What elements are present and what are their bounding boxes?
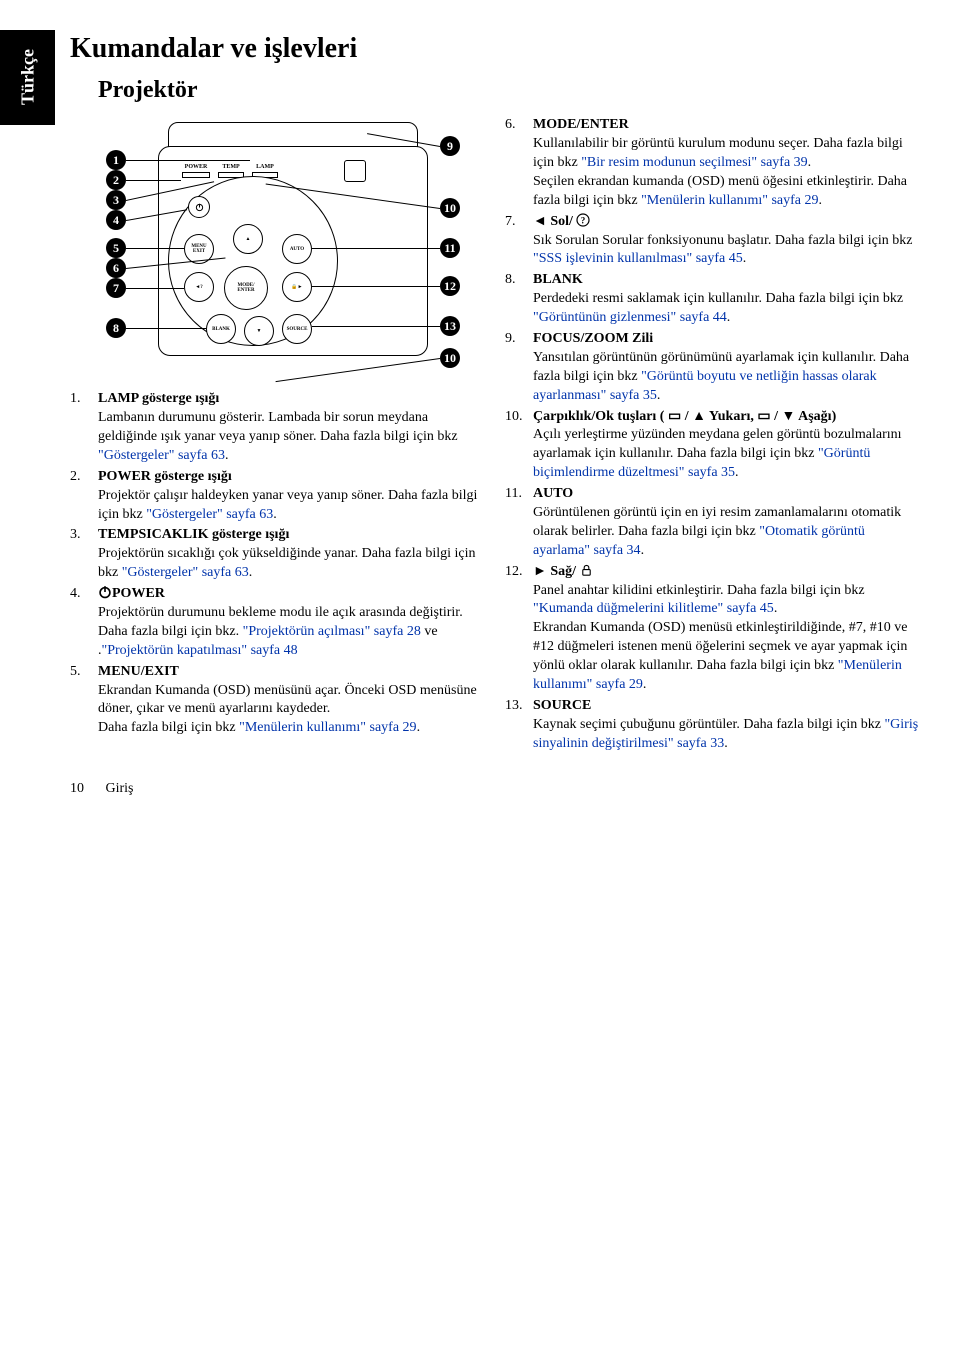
list-number: 6. [505,116,533,210]
list-body: FOCUS/ZOOM ZiliYansıtılan görüntünün gör… [533,330,920,406]
diagram-up-button: ▲ [233,224,263,254]
list-number: 5. [70,663,98,739]
projector-diagram: POWER TEMP LAMP MENU EXIT ▲ AUTO ◄? [98,116,485,376]
indicator-lamp-label: LAMP [252,162,278,170]
doc-link: "Görüntünün gizlenmesi" sayfa 44 [533,310,727,325]
page-footer: 10 Giriş [70,780,920,799]
list-body: LAMP gösterge ışığıLambanın durumunu gös… [98,390,485,466]
list-item: 13.SOURCEKaynak seçimi çubuğunu görüntül… [505,697,920,754]
list-number: 12. [505,563,533,695]
list-item: 6.MODE/ENTERKullanılabilir bir görüntü k… [505,116,920,210]
page-number: 10 [70,781,84,796]
list-item: 3.TEMPSICAKLIK gösterge ışığıProjektörün… [70,526,485,583]
doc-link: "Göstergeler" sayfa 63 [98,448,225,463]
list-number: 9. [505,330,533,406]
list-body: TEMPSICAKLIK gösterge ışığıProjektörün s… [98,526,485,583]
doc-link: "Görüntü boyutu ve netliğin hassas olara… [533,369,877,403]
callout-10a: 10 [440,198,460,218]
list-item: 2.POWER gösterge ışığıProjektör çalışır … [70,468,485,525]
doc-link: "Giriş sinyalinin değiştirilmesi" sayfa … [533,717,918,751]
doc-link: "Bir resim modunun seçilmesi" sayfa 39 [581,155,807,170]
list-number: 7. [505,213,533,270]
list-body: MODE/ENTERKullanılabilir bir görüntü kur… [533,116,920,210]
list-item: 12.► Sağ/ Panel anahtar kilidini etkinle… [505,563,920,695]
callout-3: 3 [106,190,126,210]
callout-9: 9 [440,136,460,156]
doc-link: "Menülerin kullanımı" sayfa 29 [641,193,818,208]
indicator-power-label: POWER [182,162,210,170]
doc-link: "Göstergeler" sayfa 63 [122,565,249,580]
doc-link: "Göstergeler" sayfa 63 [146,507,273,522]
page-subtitle: Projektör [98,74,920,106]
callout-7: 7 [106,278,126,298]
left-list: 1.LAMP gösterge ışığıLambanın durumunu g… [70,390,485,738]
page-title: Kumandalar ve işlevleri [70,30,920,68]
doc-link: "Kumanda düğmelerini kilitleme" sayfa 45 [533,601,774,616]
list-number: 1. [70,390,98,466]
list-item: 9.FOCUS/ZOOM ZiliYansıtılan görüntünün g… [505,330,920,406]
doc-link: "Projektörün kapatılması" sayfa 48 [102,643,298,658]
doc-link: "Menülerin kullanımı" sayfa 29 [239,720,416,735]
right-list: 6.MODE/ENTERKullanılabilir bir görüntü k… [505,116,920,753]
list-number: 13. [505,697,533,754]
diagram-mode-enter-button: MODE/ ENTER [224,266,268,310]
callout-5: 5 [106,238,126,258]
callout-8: 8 [106,318,126,338]
list-body: BLANKPerdedeki resmi saklamak için kulla… [533,271,920,328]
list-body: AUTOGörüntülenen görüntü için en iyi res… [533,485,920,561]
list-body: MENU/EXITEkrandan Kumanda (OSD) menüsünü… [98,663,485,739]
callout-13: 13 [440,316,460,336]
language-tab: Türkçe [0,30,55,125]
doc-link: "Projektörün açılması" sayfa 28 [243,624,421,639]
diagram-source-button: SOURCE [282,314,312,344]
list-body: SOURCEKaynak seçimi çubuğunu görüntüler.… [533,697,920,754]
diagram-down-button: ▼ [244,316,274,346]
svg-text:?: ? [581,215,586,225]
list-number: 8. [505,271,533,328]
list-number: 10. [505,408,533,484]
list-body: POWER gösterge ışığıProjektör çalışır ha… [98,468,485,525]
diagram-left-button: ◄? [184,272,214,302]
list-item: 11.AUTOGörüntülenen görüntü için en iyi … [505,485,920,561]
list-number: 4. [70,585,98,661]
list-item: 8.BLANKPerdedeki resmi saklamak için kul… [505,271,920,328]
diagram-blank-button: BLANK [206,314,236,344]
callout-2: 2 [106,170,126,190]
indicator-temp-label: TEMP [218,162,244,170]
callout-4: 4 [106,210,126,230]
callout-11: 11 [440,238,460,258]
doc-link: "SSS işlevinin kullanılması" sayfa 45 [533,251,743,266]
list-body: POWERProjektörün durumunu bekleme modu i… [98,585,485,661]
callout-1: 1 [106,150,126,170]
list-item: 7.◄ Sol/ ?Sık Sorulan Sorular fonksiyonu… [505,213,920,270]
list-item: 10.Çarpıklık/Ok tuşları ( ▭ / ▲ Yukarı, … [505,408,920,484]
callout-6: 6 [106,258,126,278]
list-body: ◄ Sol/ ?Sık Sorulan Sorular fonksiyonunu… [533,213,920,270]
list-body: Çarpıklık/Ok tuşları ( ▭ / ▲ Yukarı, ▭ /… [533,408,920,484]
diagram-auto-button: AUTO [282,234,312,264]
list-item: 1.LAMP gösterge ışığıLambanın durumunu g… [70,390,485,466]
doc-link: "Otomatik görüntü ayarlama" sayfa 34 [533,524,865,558]
list-number: 3. [70,526,98,583]
list-number: 11. [505,485,533,561]
list-item: 5.MENU/EXITEkrandan Kumanda (OSD) menüsü… [70,663,485,739]
callout-10b: 10 [440,348,460,368]
section-name: Giriş [106,781,134,796]
doc-link: "Görüntü biçimlendirme düzeltmesi" sayfa… [533,446,870,480]
list-item: 4.POWERProjektörün durumunu bekleme modu… [70,585,485,661]
diagram-right-button: 🔒► [282,272,312,302]
list-number: 2. [70,468,98,525]
callout-12: 12 [440,276,460,296]
doc-link: "Menülerin kullanımı" sayfa 29 [533,658,902,692]
list-body: ► Sağ/ Panel anahtar kilidini etkinleşti… [533,563,920,695]
